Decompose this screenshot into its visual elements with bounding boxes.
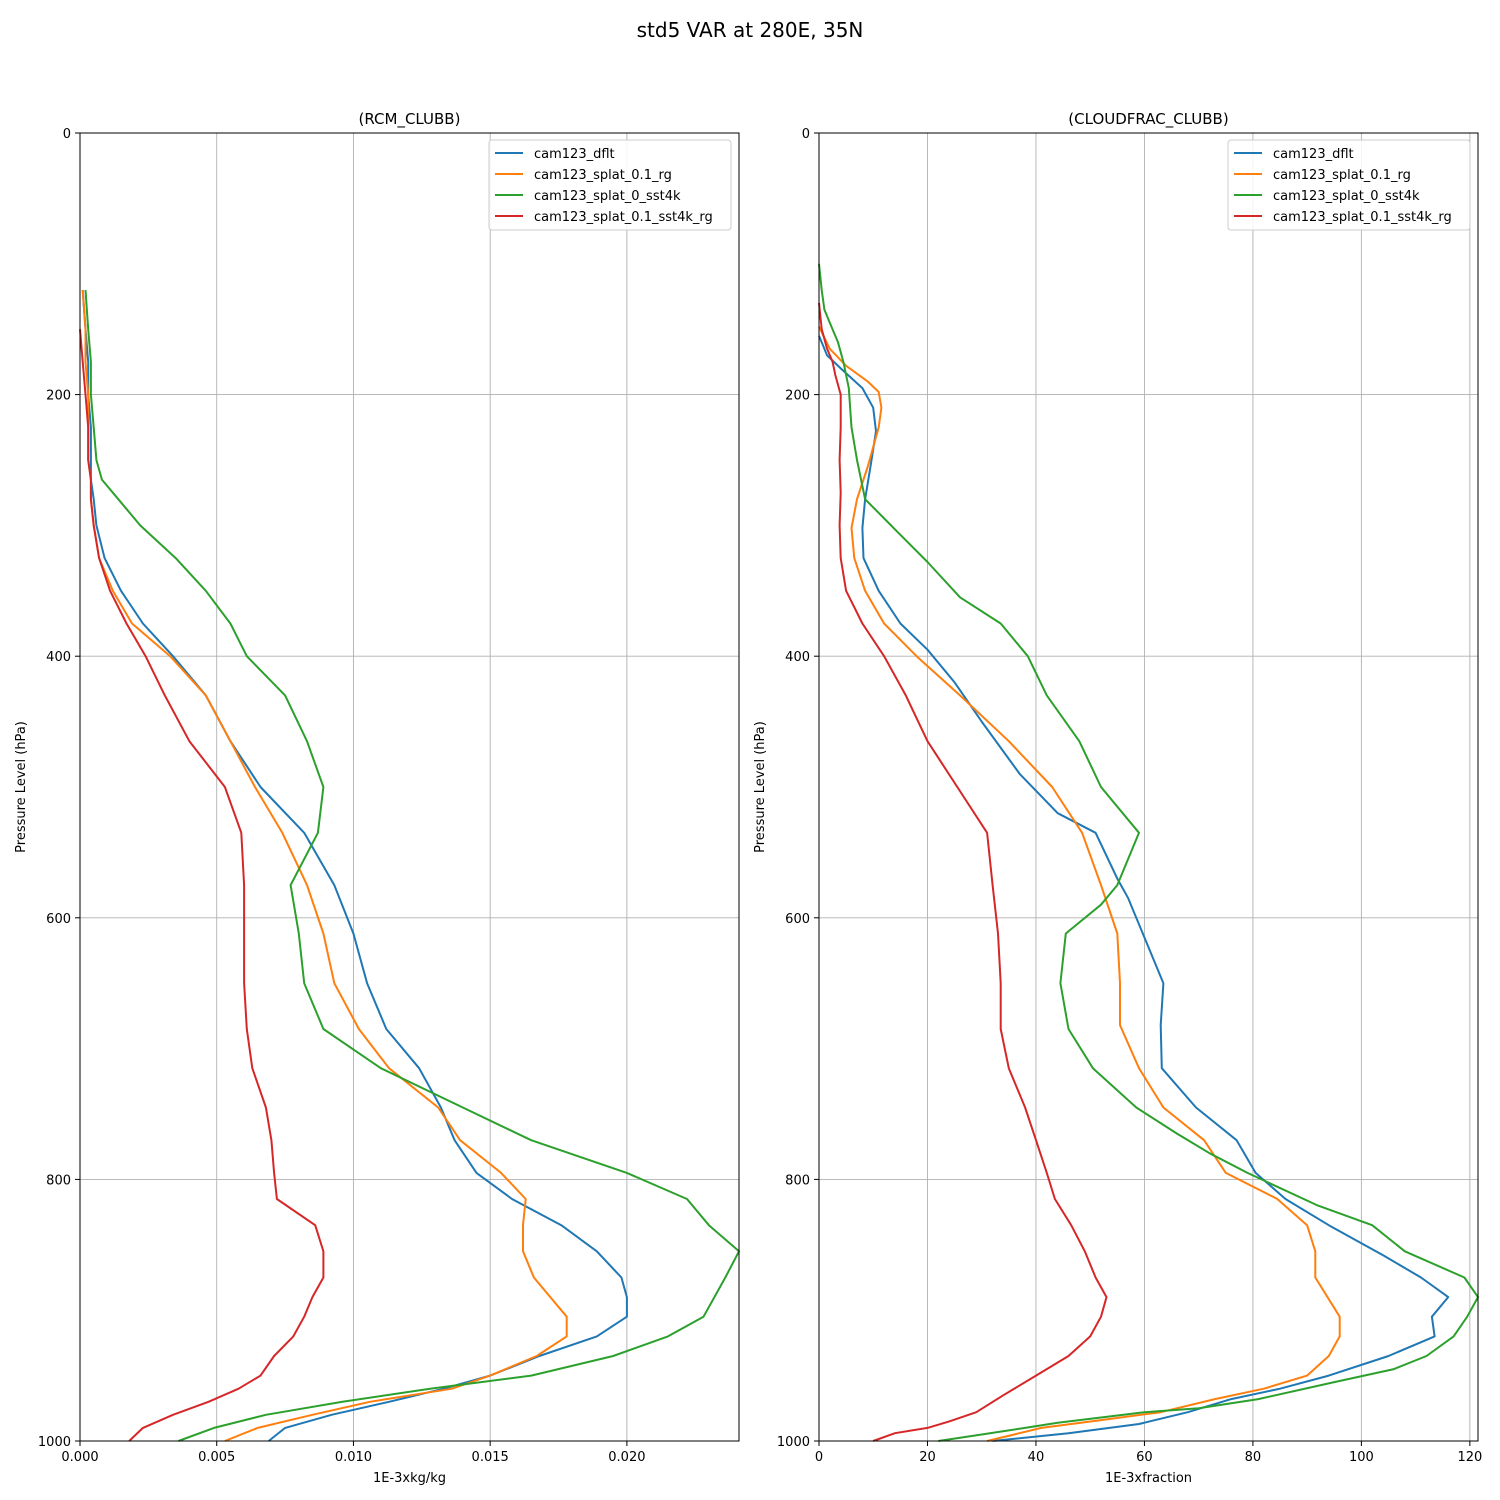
x-tick-label: 60 xyxy=(1136,1450,1153,1465)
grid xyxy=(79,132,739,1442)
legend-box xyxy=(488,139,732,231)
x-tick-label: 0.020 xyxy=(608,1450,645,1465)
series-group xyxy=(818,263,1479,1442)
x-tick-label: 0 xyxy=(815,1450,823,1465)
y-axis-label: Pressure Level (hPa) xyxy=(753,721,768,853)
legend-label: cam123_splat_0.1_rg xyxy=(534,168,672,183)
legend-label: cam123_splat_0_sst4k xyxy=(534,189,681,204)
x-tick-label: 20 xyxy=(919,1450,936,1465)
y-tick-label: 800 xyxy=(785,1173,810,1188)
y-tick-label: 800 xyxy=(46,1173,71,1188)
panel-title: (RCM_CLUBB) xyxy=(359,110,461,129)
series-line-cam123-splat-0-1-rg xyxy=(818,326,1341,1442)
legend: cam123_dflt cam123_splat_0.1_rg cam123_spl… xyxy=(488,139,732,231)
legend-label: cam123_splat_0_sst4k xyxy=(1273,189,1420,204)
series-line-cam123-splat-0-1-rg xyxy=(81,289,568,1442)
y-tick-label: 200 xyxy=(785,389,810,404)
y-tick-label: 200 xyxy=(46,389,71,404)
legend: cam123_dflt cam123_splat_0.1_rg cam123_spl… xyxy=(1227,139,1471,231)
x-tick-label: 40 xyxy=(1028,1450,1045,1465)
series-line-cam123-splat-0-1-sst4k-rg xyxy=(79,329,325,1442)
legend-label: cam123_dflt xyxy=(534,147,615,162)
y-tick-label: 400 xyxy=(785,650,810,665)
x-tick-label: 80 xyxy=(1245,1450,1262,1465)
y-tick-label: 0 xyxy=(802,127,810,142)
x-axis-label: 1E-3xkg/kg xyxy=(373,1471,446,1486)
x-tick-label: 0.000 xyxy=(61,1450,98,1465)
panel-title: (CLOUDFRAC_CLUBB) xyxy=(1068,110,1228,129)
legend-label: cam123_splat_0.1_sst4k_rg xyxy=(534,210,713,225)
axes-frame xyxy=(818,132,1479,1442)
series-line-cam123-splat-0-sst4k xyxy=(84,289,740,1442)
x-tick-label: 0.005 xyxy=(198,1450,235,1465)
series-line-cam123-splat-0-sst4k xyxy=(818,263,1479,1442)
legend-label: cam123_splat_0.1_rg xyxy=(1273,168,1411,183)
panel-cloudfrac-clubb: 0 20 40 60 80 100 120 0 200 400 600 800 1000 (CLOUDFR… xyxy=(753,110,1482,1486)
grid xyxy=(818,132,1478,1442)
panel-rcm-clubb: 0.000 0.005 0.010 0.015 0.020 0 200 400 600 800 10… xyxy=(14,110,740,1486)
axes-frame xyxy=(79,132,740,1442)
y-axis-label: Pressure Level (hPa) xyxy=(14,721,29,853)
x-tick-label: 0.010 xyxy=(335,1450,372,1465)
legend-box xyxy=(1227,139,1471,231)
legend-label: cam123_splat_0.1_sst4k_rg xyxy=(1273,210,1452,225)
legend-label: cam123_dflt xyxy=(1273,147,1354,162)
x-tick-label: 100 xyxy=(1349,1450,1374,1465)
y-tick-label: 600 xyxy=(785,912,810,927)
x-axis-label: 1E-3xfraction xyxy=(1105,1471,1192,1486)
y-tick-label: 1000 xyxy=(777,1435,810,1450)
x-tick-label: 0.015 xyxy=(472,1450,509,1465)
series-line-cam123-dflt xyxy=(818,335,1450,1442)
y-tick-label: 0 xyxy=(63,127,71,142)
y-tick-label: 1000 xyxy=(38,1435,71,1450)
y-tick-label: 400 xyxy=(46,650,71,665)
series-line-cam123-splat-0-1-sst4k-rg xyxy=(818,302,1108,1442)
figure-title: std5 VAR at 280E, 35N xyxy=(637,18,864,42)
x-tick-label: 120 xyxy=(1457,1450,1482,1465)
series-group xyxy=(79,289,740,1442)
series-line-cam123-dflt xyxy=(81,289,628,1442)
y-tick-label: 600 xyxy=(46,912,71,927)
